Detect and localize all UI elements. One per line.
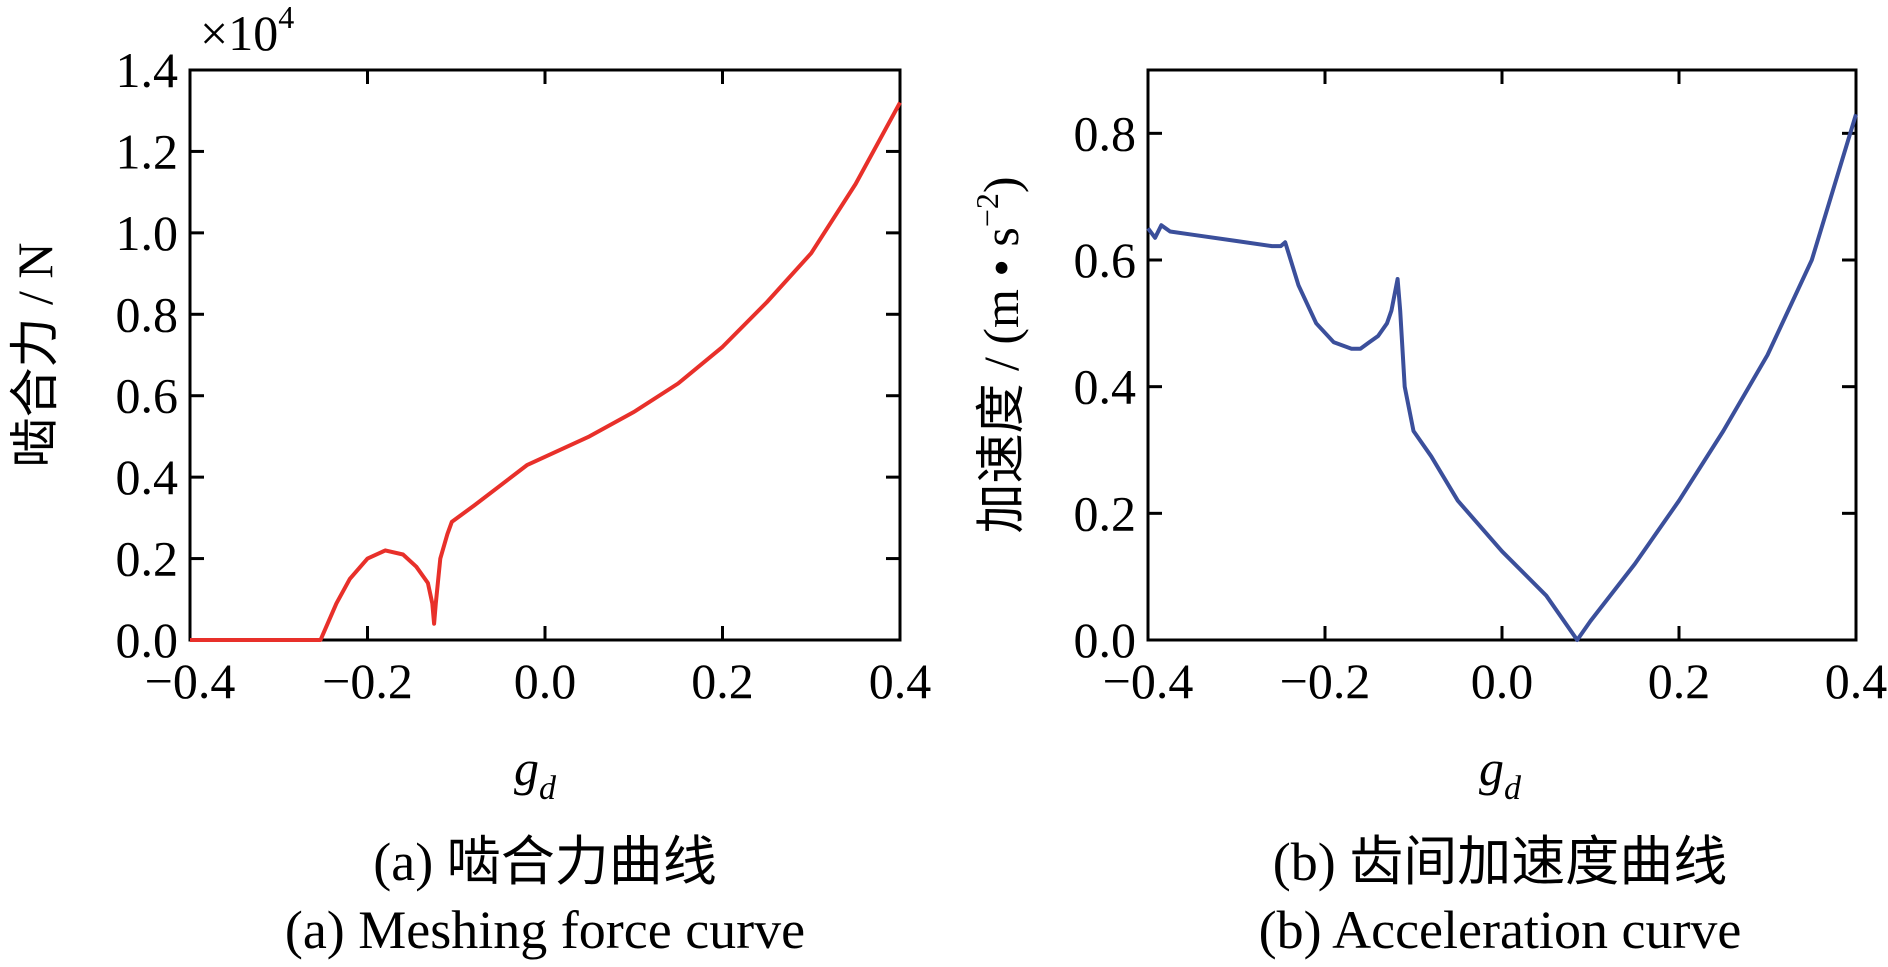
chart-b-x-tick-label: −0.2 bbox=[1280, 653, 1371, 709]
chart-a-y-axis-label: 啮合力 / N bbox=[7, 243, 63, 468]
chart-b: −0.4 −0.2 0.0 0.2 0.4 0.0 0.2 0.4 0.6 0.8 gd 加速度… bbox=[969, 68, 1888, 960]
chart-a-x-tick-label: 0.4 bbox=[869, 653, 932, 709]
chart-a-multiplier: ×104 bbox=[200, 0, 294, 61]
chart-b-y-axis-label: 加速度 / (m • s−2) bbox=[969, 176, 1029, 533]
chart-b-x-tick-label: −0.4 bbox=[1103, 653, 1194, 709]
chart-b-y-tick-label: 0.6 bbox=[1074, 232, 1137, 288]
chart-b-caption-cn: (b) 齿间加速度曲线 bbox=[1273, 832, 1727, 892]
chart-b-frame bbox=[1146, 68, 1858, 642]
chart-a-y-tick-label: 0.4 bbox=[116, 449, 179, 505]
chart-a-y-tick-label: 0.8 bbox=[116, 286, 179, 342]
chart-b-y-tick-labels: 0.0 0.2 0.4 0.6 0.8 bbox=[1074, 105, 1137, 668]
chart-b-y-tick-label: 0.0 bbox=[1074, 612, 1137, 668]
chart-b-y-tick-label: 0.2 bbox=[1074, 485, 1137, 541]
chart-a-frame bbox=[188, 68, 902, 642]
chart-b-x-tick-label: 0.4 bbox=[1825, 653, 1888, 709]
chart-a-y-tick-labels: 0.0 0.2 0.4 0.6 0.8 1.0 1.2 1.4 bbox=[116, 42, 179, 668]
chart-b-x-tick-label: 0.2 bbox=[1648, 653, 1711, 709]
chart-b-x-axis-label: gd bbox=[1479, 740, 1522, 807]
chart-a-x-tick-labels: −0.4 −0.2 0.0 0.2 0.4 bbox=[145, 653, 932, 709]
chart-a-series-line bbox=[190, 101, 902, 642]
chart-a-y-tick-label: 1.0 bbox=[116, 205, 179, 261]
chart-a-x-tick-label: 0.0 bbox=[514, 653, 577, 709]
chart-a-caption-en: (a) Meshing force curve bbox=[285, 900, 805, 960]
chart-a-y-tick-label: 0.2 bbox=[116, 531, 179, 587]
chart-a-x-tick-label: −0.2 bbox=[322, 653, 413, 709]
chart-a-x-axis-label: gd bbox=[514, 740, 557, 807]
chart-a-ticks bbox=[188, 68, 902, 642]
chart-b-ticks bbox=[1146, 70, 1858, 642]
chart-a-y-tick-label: 1.4 bbox=[116, 42, 179, 98]
chart-a-x-tick-label: 0.2 bbox=[691, 653, 754, 709]
chart-b-x-tick-label: 0.0 bbox=[1471, 653, 1534, 709]
chart-a: −0.4 −0.2 0.0 0.2 0.4 0.0 0.2 0.4 0.6 0.8 1.0 1.2 1… bbox=[7, 0, 931, 960]
chart-a-caption-cn: (a) 啮合力曲线 bbox=[373, 832, 716, 892]
chart-a-x-tick-label: −0.4 bbox=[145, 653, 236, 709]
chart-b-series-line bbox=[1146, 113, 1858, 642]
chart-b-y-tick-label: 0.8 bbox=[1074, 105, 1137, 161]
chart-a-y-tick-label: 0.6 bbox=[116, 368, 179, 424]
chart-b-caption-en: (b) Acceleration curve bbox=[1259, 900, 1742, 960]
chart-b-y-tick-label: 0.4 bbox=[1074, 359, 1137, 415]
chart-a-y-tick-label: 0.0 bbox=[116, 612, 179, 668]
chart-b-x-tick-labels: −0.4 −0.2 0.0 0.2 0.4 bbox=[1103, 653, 1888, 709]
chart-a-y-tick-label: 1.2 bbox=[116, 123, 179, 179]
